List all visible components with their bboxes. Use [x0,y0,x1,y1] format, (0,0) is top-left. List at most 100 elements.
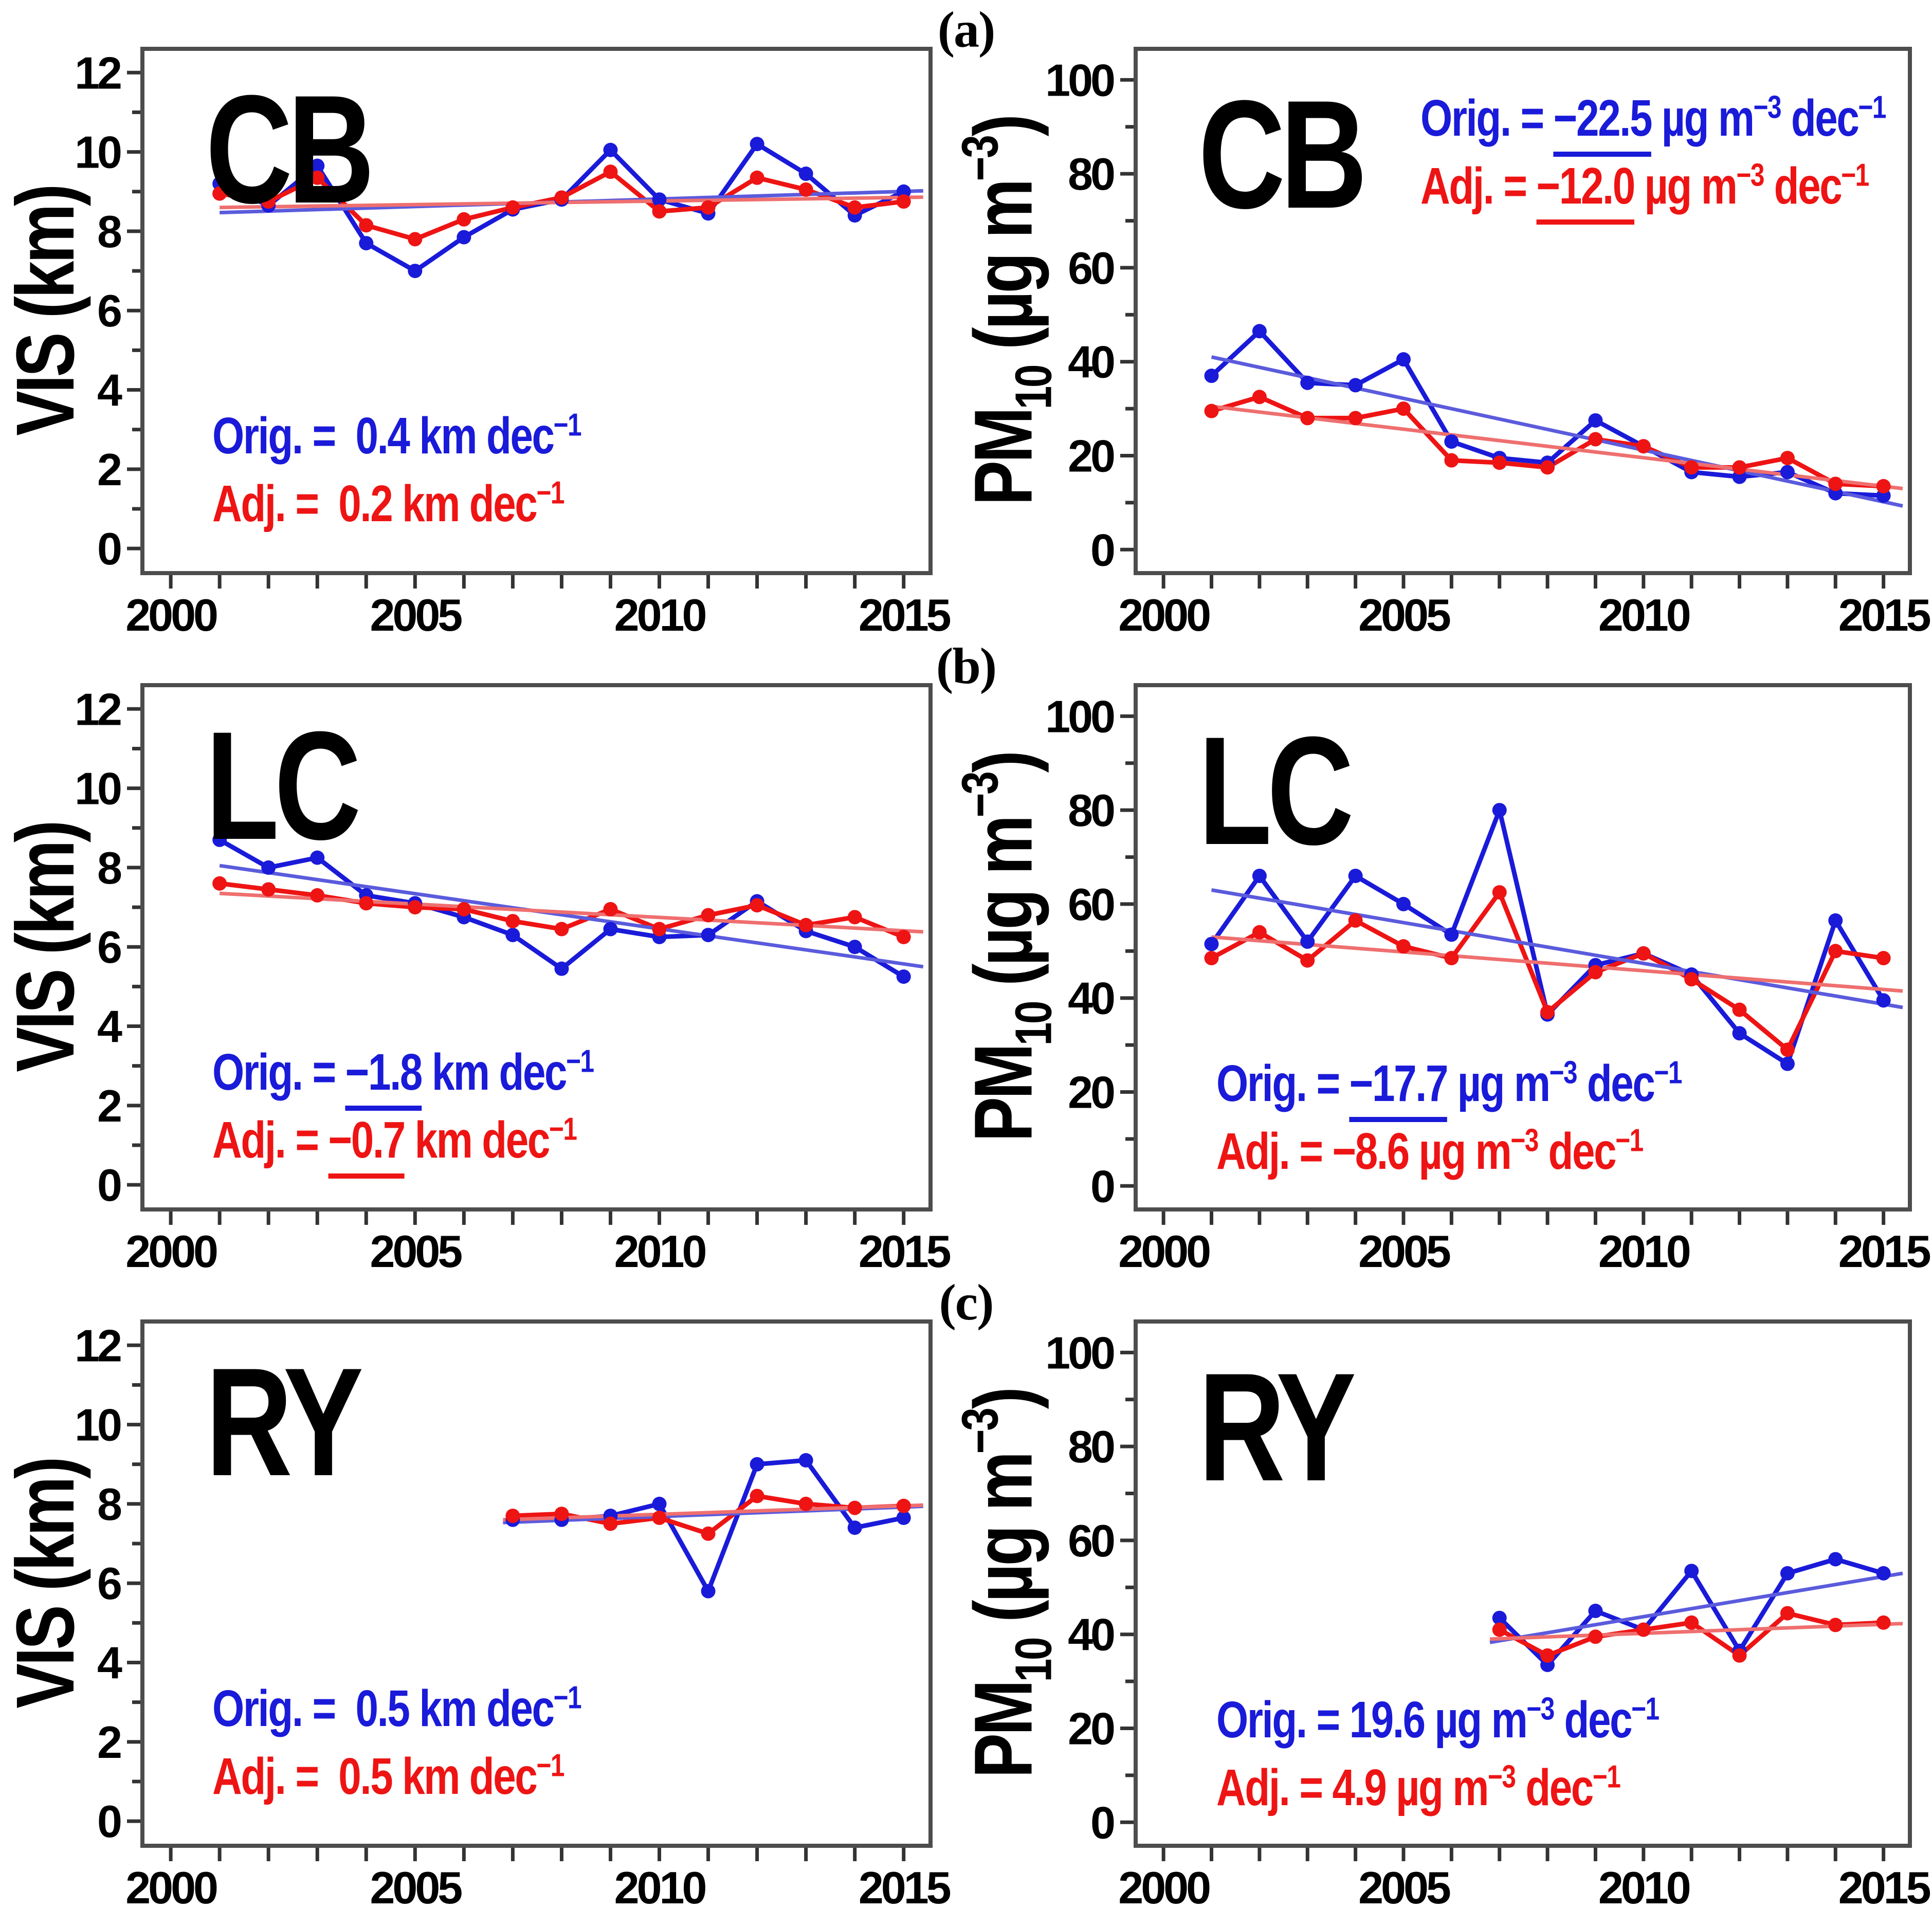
orig-trend-value-label: Orig. = 0.5 km dec−1 [212,1675,582,1742]
data-point-adj [1828,1618,1843,1632]
figure-row-a: (a) 2000 2005 2010 2015 0 2 4 6 8 10 12 CB VIS (km… [0,0,1932,636]
legend-text-segment: −3 [1736,158,1764,194]
chart-canvas-lc-vis: 2000 2005 2010 2015 0 2 4 6 8 10 12 [75,683,953,1273]
legend-text-segment: −1 [1858,90,1886,126]
plot-frame [1134,683,1912,1212]
trend-value-underlined: −22.5 [1553,89,1652,157]
data-point-adj [1444,951,1459,966]
x-tick-label: 2010 [614,1862,706,1909]
figure-row-c: (c) 2000 2005 2010 2015 0 2 4 6 8 10 12 RY VIS (km… [0,1273,1932,1909]
x-tick-label: 2005 [370,1862,462,1909]
y-axis-label: VIS (km) [0,186,93,436]
data-point-adj [1684,972,1699,987]
legend-text-segment: −1 [1840,158,1869,194]
x-tick-label: 2015 [859,590,951,636]
data-point-adj [1492,1622,1507,1637]
x-tick-label: 2000 [1118,1862,1210,1909]
y-tick-label: 8 [97,842,121,893]
data-point-adj [1636,439,1651,454]
trend-legend: Orig. = 0.5 km dec−1 Adj. = 0.5 km dec−1 [212,1675,582,1810]
data-point-orig [1300,934,1315,949]
data-point-orig [554,961,569,976]
trend-legend: Orig. = −22.5 µg m−3 dec−1 Adj. = −12.0 µ… [1420,84,1886,225]
data-point-orig [652,1496,667,1511]
x-tick-label: 2015 [1838,1862,1930,1909]
x-tick-label: 2005 [1358,1862,1450,1909]
data-point-adj [1588,965,1603,980]
legend-text-segment: dec [1576,1055,1655,1113]
adj-trend-value-label: Adj. = 0.5 km dec−1 [212,1742,581,1810]
legend-text-segment: −1 [549,1111,577,1147]
legend-text-segment: Adj. = [212,474,339,533]
data-point-orig [212,832,227,847]
data-point-orig [798,167,813,181]
data-point-orig [603,142,618,157]
legend-text-segment: µg m [1424,1691,1527,1749]
adj-trend-value-label: Adj. = −0.7 km dec−1 [212,1106,594,1179]
legend-text-segment: dec [1780,89,1859,148]
plot-frame [140,1319,933,1848]
trend-legend: Orig. = 0.4 km dec−1 Adj. = 0.2 km dec−1 [212,402,582,538]
adj-series-line [1210,890,1884,1052]
data-point-adj [1444,453,1459,468]
data-point-adj [1540,1005,1555,1020]
orig-trend-line [1211,888,1903,1009]
orig-trend-value-label: Orig. = −17.7 µg m−3 dec−1 [1216,1050,1682,1123]
y-tick-label: 40 [1068,337,1114,388]
station-label: CB [1198,68,1368,241]
data-point-orig [408,264,423,279]
data-point-orig [1396,896,1411,911]
data-point-orig [1252,324,1267,339]
data-point-adj [750,898,764,913]
y-tick-label: 0 [1090,524,1114,575]
plot-frame [1134,1319,1912,1848]
row-c-charts: 2000 2005 2010 2015 0 2 4 6 8 10 12 RY VIS (km) Or… [0,1316,1932,1909]
data-point-orig [1780,1566,1795,1581]
legend-text-segment: −1 [1592,1759,1621,1795]
data-point-orig [1348,869,1363,884]
legend-text-segment: µg m [1408,1123,1511,1181]
chart-lc-vis: 2000 2005 2010 2015 0 2 4 6 8 10 12 LC VIS (km) Or… [0,680,966,1273]
legend-text-segment: −1 [1615,1123,1644,1159]
data-point-orig [1588,1604,1603,1619]
adj-trend-value-label: Adj. = −8.6 µg m−3 dec−1 [1216,1117,1682,1185]
legend-text-segment: dec [1515,1759,1594,1817]
data-point-adj [1828,476,1843,491]
data-point-adj [261,194,276,209]
data-point-orig [1780,465,1795,480]
data-point-adj [750,170,764,185]
data-point-adj [603,164,618,179]
chart-lc-pm10: 2000 2005 2010 2015 0 20 40 60 80 100 LC PM10 (µg… [952,680,1932,1273]
legend-text-segment: Orig. = [1216,1055,1350,1113]
data-point-adj [310,888,325,903]
trend-value-underlined: −17.7 [1349,1055,1448,1123]
adj-trend-line [1211,935,1903,993]
x-tick-label: 2005 [1358,1226,1450,1273]
station-label: LC [1198,704,1354,877]
chart-canvas-lc-pm10: 2000 2005 2010 2015 0 20 40 60 80 100 [1045,683,1932,1273]
data-point-orig [1828,913,1843,928]
station-label: RY [1198,1341,1356,1513]
y-tick-label: 6 [97,285,121,336]
y-tick-label: 10 [75,1400,121,1451]
legend-text-segment: Orig. = [212,1043,345,1101]
legend-text-segment: −3 [1753,90,1781,126]
data-point-adj [554,1507,569,1521]
legend-text-segment: km dec [404,1111,551,1169]
data-point-adj [310,170,325,185]
data-point-adj [1636,1622,1651,1637]
data-point-orig [1204,369,1219,383]
y-tick-label: 8 [97,1479,121,1530]
data-point-adj [603,1516,618,1531]
station-label: LC [206,699,361,872]
y-axis-label-segment: (µg m [957,181,1049,366]
data-point-orig [1732,1026,1747,1041]
data-point-adj [212,186,227,201]
y-tick-label: 80 [1068,149,1114,199]
data-point-orig [261,860,276,875]
data-point-orig [1876,993,1891,1008]
y-tick-label: 40 [1068,973,1114,1024]
y-axis-label-segment: −3 [951,773,1009,818]
y-tick-label: 4 [97,365,122,416]
legend-text-segment: km dec [409,1679,555,1737]
